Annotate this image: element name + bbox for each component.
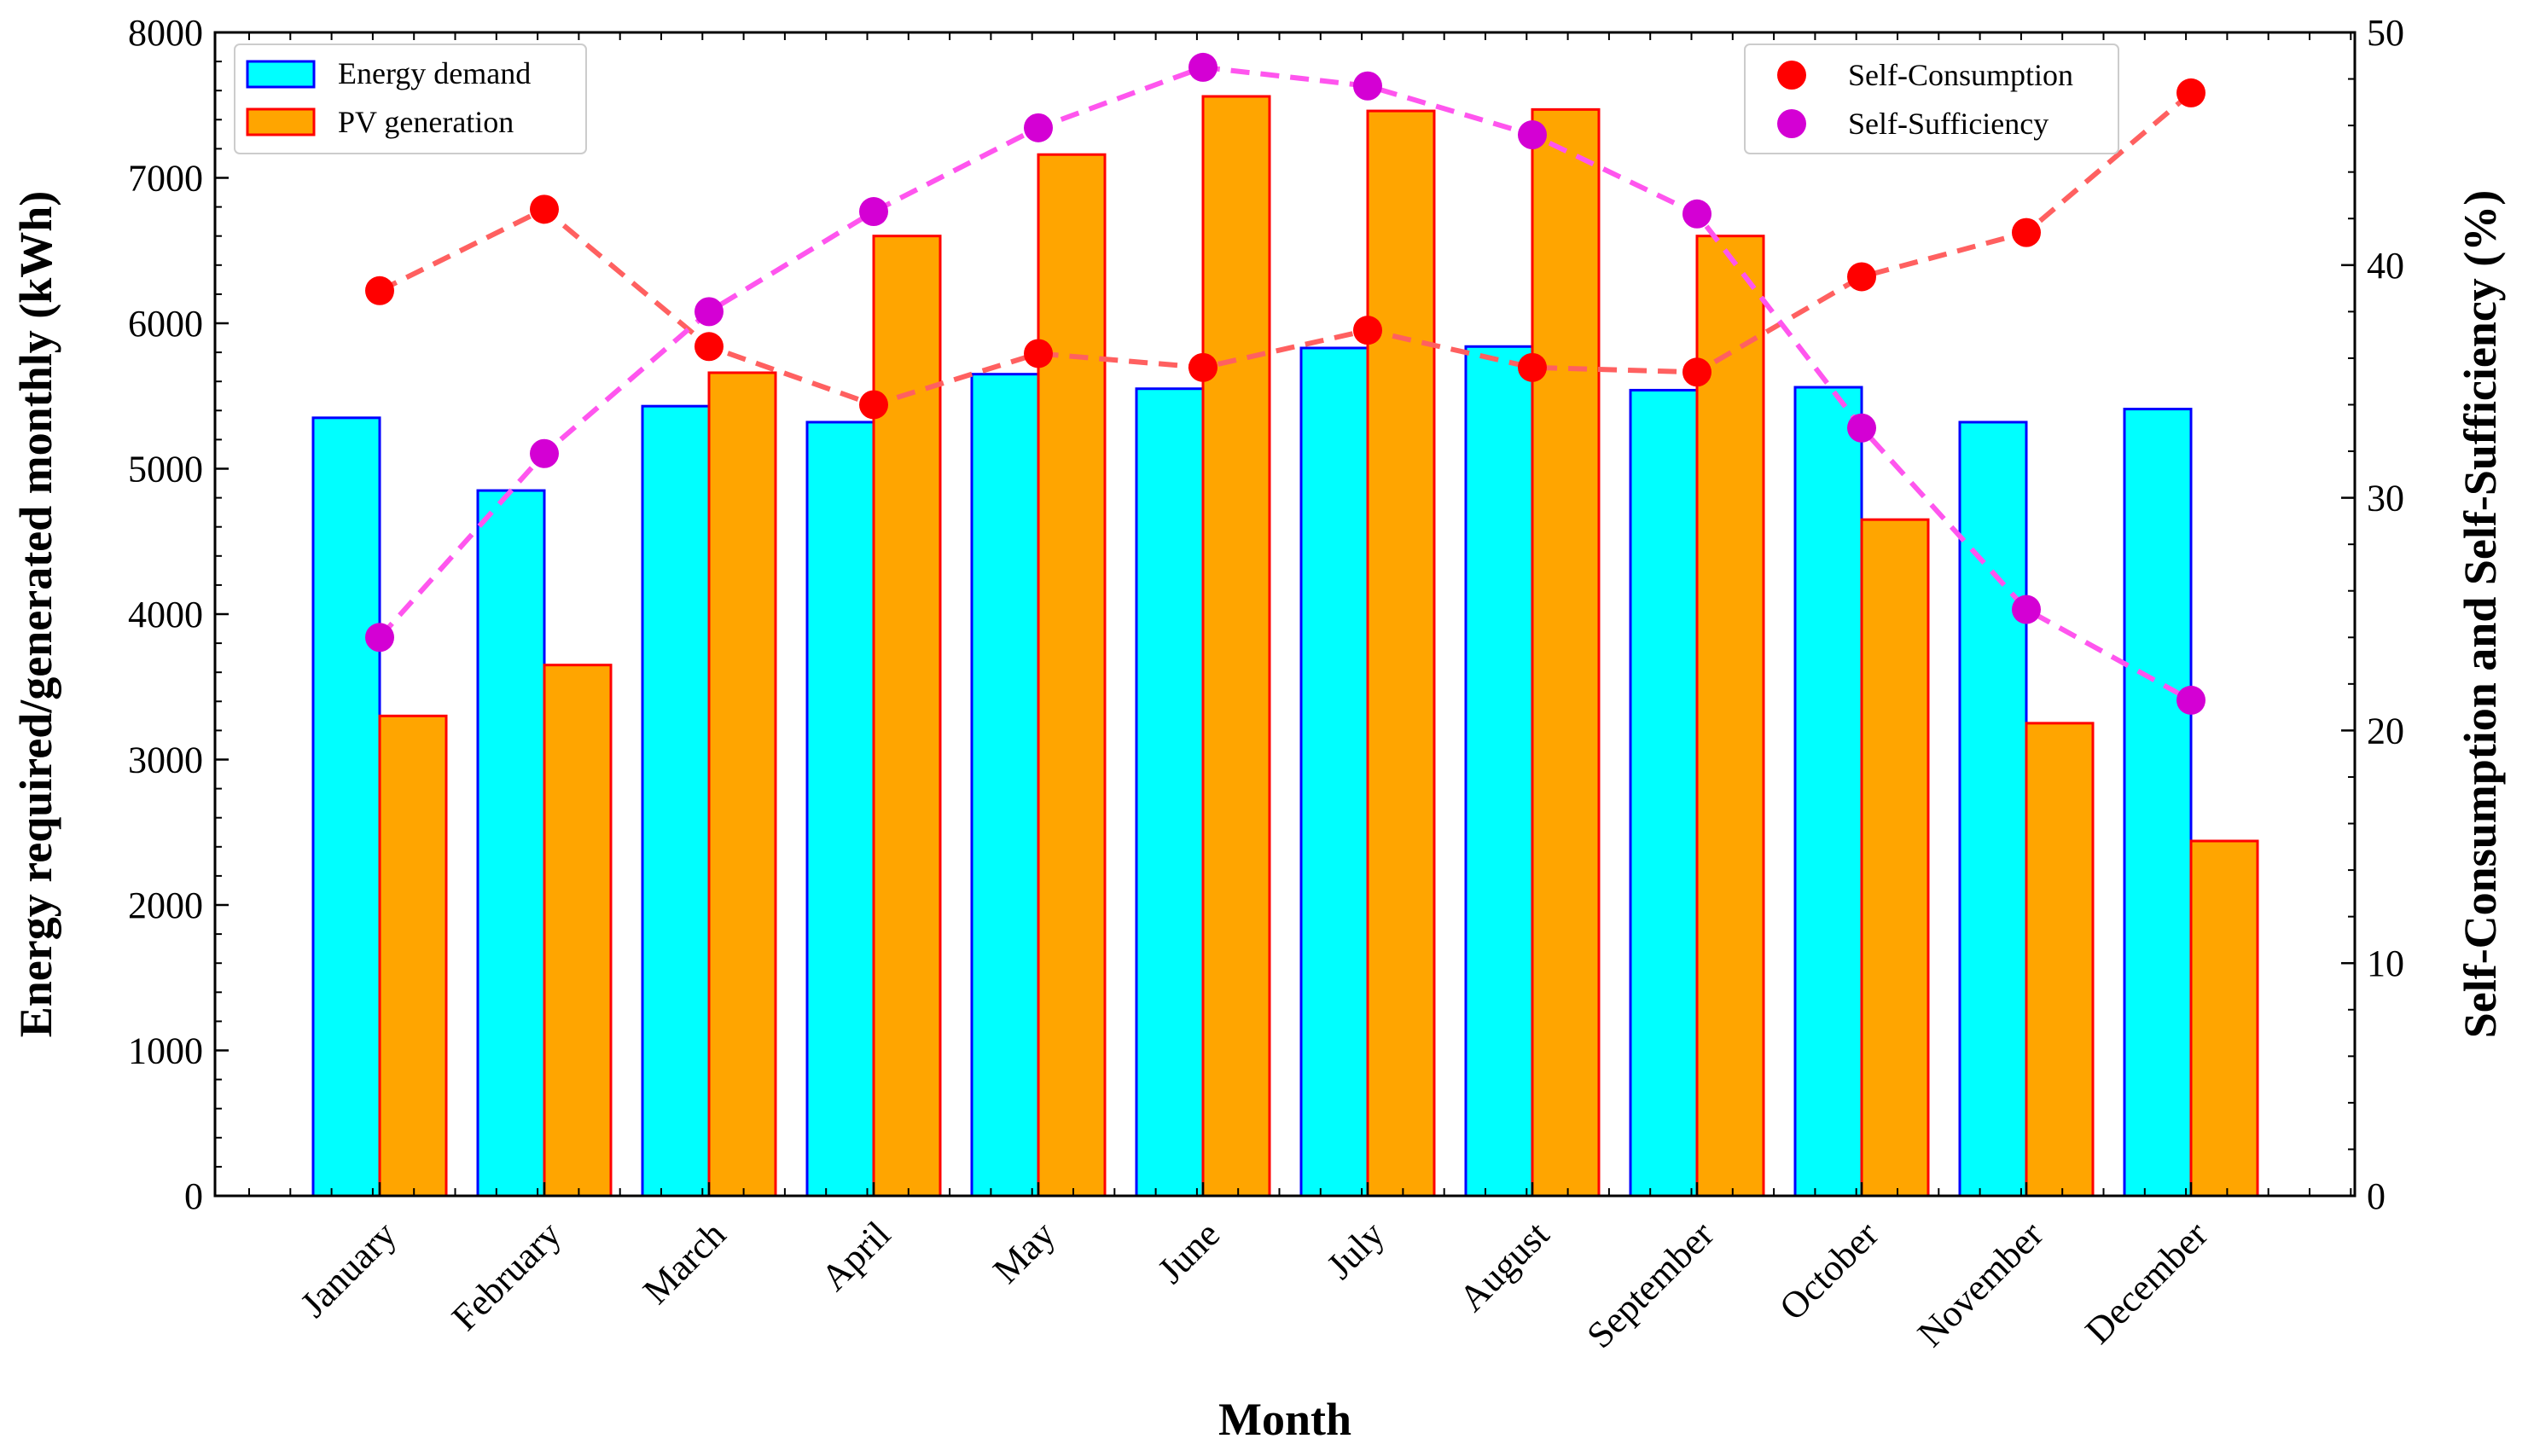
line-self-consumption bbox=[378, 90, 2193, 408]
bar-energy-demand-november bbox=[1958, 421, 2028, 1198]
bar-pv-generation-september bbox=[1695, 235, 1765, 1198]
x-tick-label-march: March bbox=[635, 1213, 734, 1312]
legend-swatch-pv-generation bbox=[246, 107, 316, 136]
bar-pv-generation-october bbox=[1860, 518, 1930, 1198]
bar-pv-generation-april bbox=[872, 235, 942, 1198]
left-tick-label: 6000 bbox=[128, 303, 203, 345]
bar-energy-demand-january bbox=[311, 416, 381, 1198]
x-tick-label-january: January bbox=[293, 1213, 404, 1325]
point-self-consumption-december bbox=[2176, 78, 2205, 107]
point-self-sufficiency-september bbox=[1682, 199, 1711, 229]
bar-pv-generation-march bbox=[707, 371, 777, 1198]
x-tick-label-april: April bbox=[813, 1213, 898, 1298]
left-tick-label: 8000 bbox=[128, 12, 203, 54]
x-tick-label-may: May bbox=[985, 1213, 1063, 1291]
legend-label-self-consumption: Self-Consumption bbox=[1848, 58, 2073, 92]
bars-group bbox=[311, 95, 2259, 1198]
point-self-consumption-march bbox=[694, 332, 724, 362]
point-self-consumption-september bbox=[1682, 357, 1711, 387]
point-self-sufficiency-january bbox=[365, 623, 394, 653]
x-tick-label-december: December bbox=[2078, 1213, 2217, 1352]
left-tick-label: 5000 bbox=[128, 449, 203, 490]
right-tick-label: 40 bbox=[2367, 245, 2404, 287]
bar-pv-generation-november bbox=[2025, 722, 2095, 1198]
point-self-consumption-august bbox=[1518, 352, 1547, 382]
right-tick-label: 30 bbox=[2367, 478, 2404, 519]
point-self-consumption-june bbox=[1188, 352, 1218, 382]
right-tick-label: 10 bbox=[2367, 943, 2404, 984]
x-tick-label-february: February bbox=[444, 1213, 569, 1338]
legend-label-energy-demand: Energy demand bbox=[338, 56, 531, 90]
left-tick-label: 2000 bbox=[128, 885, 203, 926]
legend-label-pv-generation: PV generation bbox=[338, 105, 514, 139]
point-self-sufficiency-april bbox=[859, 197, 888, 227]
point-self-consumption-january bbox=[365, 276, 394, 305]
legend-marker-self-consumption bbox=[1777, 61, 1806, 90]
legend-label-self-sufficiency: Self-Sufficiency bbox=[1848, 107, 2049, 141]
x-tick-label-october: October bbox=[1771, 1213, 1886, 1328]
x-tick-label-november: November bbox=[1909, 1213, 2051, 1354]
bar-energy-demand-september bbox=[1629, 388, 1699, 1198]
point-self-sufficiency-june bbox=[1188, 52, 1218, 82]
right-tick-label: 20 bbox=[2367, 710, 2404, 751]
bar-energy-demand-march bbox=[641, 404, 711, 1198]
line-group-self-consumption bbox=[365, 78, 2205, 420]
x-tick-label-june: June bbox=[1149, 1213, 1228, 1291]
point-self-consumption-october bbox=[1847, 262, 1876, 292]
bar-pv-generation-january bbox=[378, 714, 448, 1198]
bar-pv-generation-june bbox=[1201, 95, 1271, 1198]
x-tick-label-july: July bbox=[1319, 1213, 1393, 1287]
bar-pv-generation-august bbox=[1531, 107, 1601, 1198]
legend-swatch-energy-demand bbox=[246, 60, 316, 89]
y2-axis-title: Self-Consumption and Self-Sufficiency (%… bbox=[2455, 190, 2506, 1039]
point-self-consumption-april bbox=[859, 390, 888, 420]
point-self-sufficiency-december bbox=[2176, 685, 2205, 715]
legend-marker-self-sufficiency bbox=[1777, 109, 1806, 138]
line-self-sufficiency bbox=[377, 64, 2193, 703]
bar-pv-generation-december bbox=[2189, 839, 2259, 1198]
line-group-self-sufficiency bbox=[365, 52, 2205, 715]
x-tick-label-august: August bbox=[1451, 1213, 1558, 1320]
bar-pv-generation-may bbox=[1037, 153, 1107, 1198]
bar-energy-demand-june bbox=[1135, 387, 1205, 1198]
x-tick-label-september: September bbox=[1578, 1213, 1722, 1356]
left-tick-label: 0 bbox=[184, 1175, 203, 1217]
bar-pv-generation-february bbox=[543, 664, 613, 1198]
left-axis: 0 1000 2000 3000 4000 5000 6000 7000 8000 bbox=[128, 12, 229, 1217]
bar-energy-demand-may bbox=[970, 373, 1040, 1198]
right-tick-label: 0 bbox=[2367, 1175, 2386, 1217]
point-self-consumption-november bbox=[2012, 218, 2041, 247]
point-self-sufficiency-may bbox=[1024, 113, 1053, 142]
bar-pv-generation-july bbox=[1366, 109, 1436, 1198]
bar-energy-demand-august bbox=[1464, 345, 1534, 1198]
left-tick-label: 7000 bbox=[128, 158, 203, 200]
bar-energy-demand-october bbox=[1793, 386, 1863, 1198]
bar-energy-demand-december bbox=[2123, 408, 2193, 1198]
legend-bars-frame bbox=[234, 44, 587, 154]
bar-energy-demand-july bbox=[1299, 346, 1369, 1198]
point-self-consumption-july bbox=[1353, 316, 1382, 345]
point-self-sufficiency-october bbox=[1847, 413, 1876, 443]
point-self-consumption-may bbox=[1024, 339, 1053, 368]
legend-bars: Energy demand PV generation bbox=[234, 44, 587, 154]
right-tick-label: 50 bbox=[2367, 12, 2404, 54]
left-tick-label: 4000 bbox=[128, 594, 203, 635]
legend-lines-frame bbox=[1744, 44, 2119, 154]
bar-energy-demand-april bbox=[805, 421, 875, 1198]
point-self-sufficiency-march bbox=[694, 297, 724, 327]
bar-energy-demand-february bbox=[476, 489, 546, 1198]
point-self-consumption-february bbox=[530, 194, 559, 224]
x-axis-title: Month bbox=[1218, 1394, 1351, 1445]
left-tick-label: 1000 bbox=[128, 1030, 203, 1072]
y-axis-title: Energy required/generated monthly (kWh) bbox=[10, 191, 61, 1038]
legend-lines: Self-Consumption Self-Sufficiency bbox=[1744, 44, 2119, 154]
point-self-sufficiency-november bbox=[2012, 595, 2041, 624]
point-self-sufficiency-july bbox=[1353, 71, 1382, 101]
right-axis: 0 10 20 30 40 50 bbox=[2341, 12, 2404, 1217]
point-self-sufficiency-august bbox=[1518, 120, 1547, 150]
left-tick-label: 3000 bbox=[128, 740, 203, 781]
point-self-sufficiency-february bbox=[530, 438, 559, 468]
